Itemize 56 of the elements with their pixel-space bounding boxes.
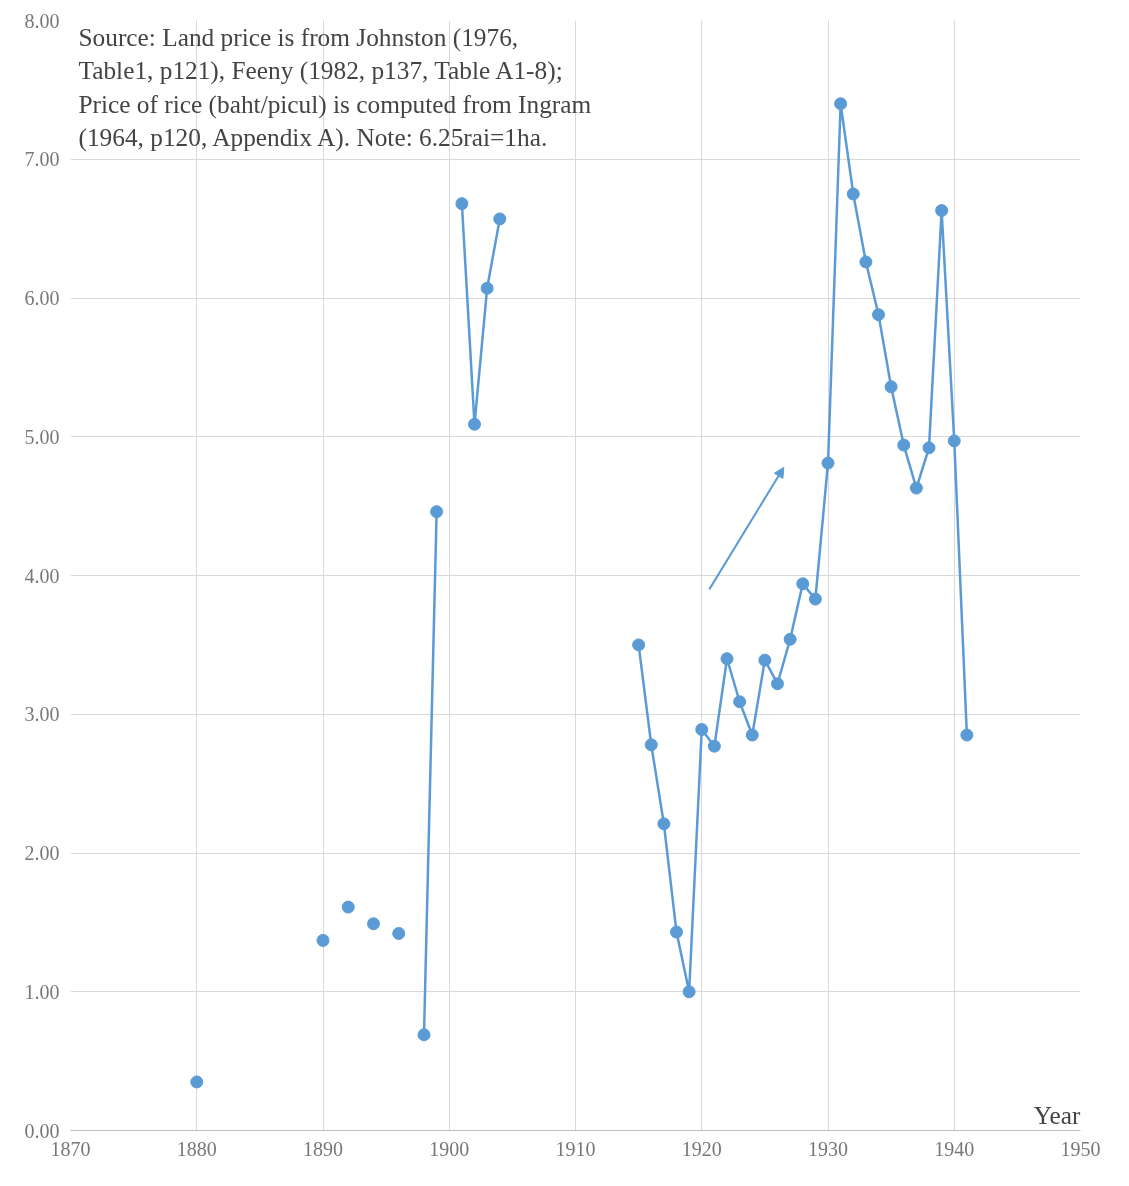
point bbox=[682, 985, 696, 999]
y-tick-label: 2.00 bbox=[24, 842, 60, 864]
point bbox=[707, 739, 721, 753]
x-tick-label: 1900 bbox=[429, 1137, 470, 1160]
x-tick-label: 1890 bbox=[303, 1137, 343, 1160]
point bbox=[367, 917, 380, 931]
x-tick-label: 1880 bbox=[176, 1137, 217, 1160]
y-tick-label: 5.00 bbox=[24, 425, 60, 448]
point bbox=[872, 308, 885, 322]
y-tick-label: 8.00 bbox=[24, 9, 60, 32]
point bbox=[960, 728, 974, 742]
point bbox=[834, 97, 848, 111]
x-tick-label: 1950 bbox=[1060, 1137, 1101, 1160]
point bbox=[733, 695, 747, 709]
point bbox=[190, 1075, 204, 1089]
point bbox=[480, 281, 494, 295]
point bbox=[720, 652, 734, 666]
x-tick-label: 1930 bbox=[808, 1137, 848, 1160]
x-tick-label: 1940 bbox=[934, 1137, 975, 1160]
x-tick-label: 1920 bbox=[681, 1137, 722, 1160]
point bbox=[745, 728, 759, 742]
point bbox=[771, 677, 784, 691]
y-tick-label: 7.00 bbox=[24, 148, 60, 171]
x-tick-label: 1910 bbox=[555, 1137, 596, 1160]
point bbox=[909, 481, 923, 495]
point bbox=[695, 723, 709, 736]
point bbox=[808, 592, 822, 606]
point bbox=[417, 1028, 431, 1042]
point bbox=[859, 255, 873, 269]
y-tick-label: 6.00 bbox=[24, 287, 60, 309]
point bbox=[455, 197, 469, 211]
point bbox=[922, 441, 936, 455]
y-tick-label: 1.00 bbox=[24, 980, 60, 1003]
point bbox=[341, 900, 355, 914]
point bbox=[796, 577, 810, 591]
point bbox=[897, 438, 911, 452]
y-tick-label: 3.00 bbox=[24, 703, 60, 726]
point bbox=[392, 926, 406, 940]
point bbox=[670, 925, 683, 939]
point bbox=[493, 212, 507, 226]
annotation: Source: Land price is from Johnston (1976, Table1, p121), Feeny (1982, p137, Table A1-8); Price of rice (baht/picul) is computed from Ingram (1964, p120, Appendix A). Note: 6.25rai=1ha. bbox=[78, 22, 592, 153]
point bbox=[644, 738, 658, 752]
point bbox=[430, 505, 444, 519]
point bbox=[758, 653, 772, 667]
point bbox=[935, 204, 949, 218]
point bbox=[947, 434, 961, 448]
point bbox=[316, 933, 330, 947]
point bbox=[884, 380, 898, 394]
point bbox=[632, 638, 646, 652]
point bbox=[846, 187, 860, 201]
point bbox=[783, 632, 797, 646]
point bbox=[821, 456, 835, 470]
y-tick-label: 4.00 bbox=[24, 564, 60, 587]
point bbox=[468, 417, 481, 431]
point bbox=[657, 817, 671, 831]
x-axis-title: Year bbox=[1033, 1100, 1082, 1129]
